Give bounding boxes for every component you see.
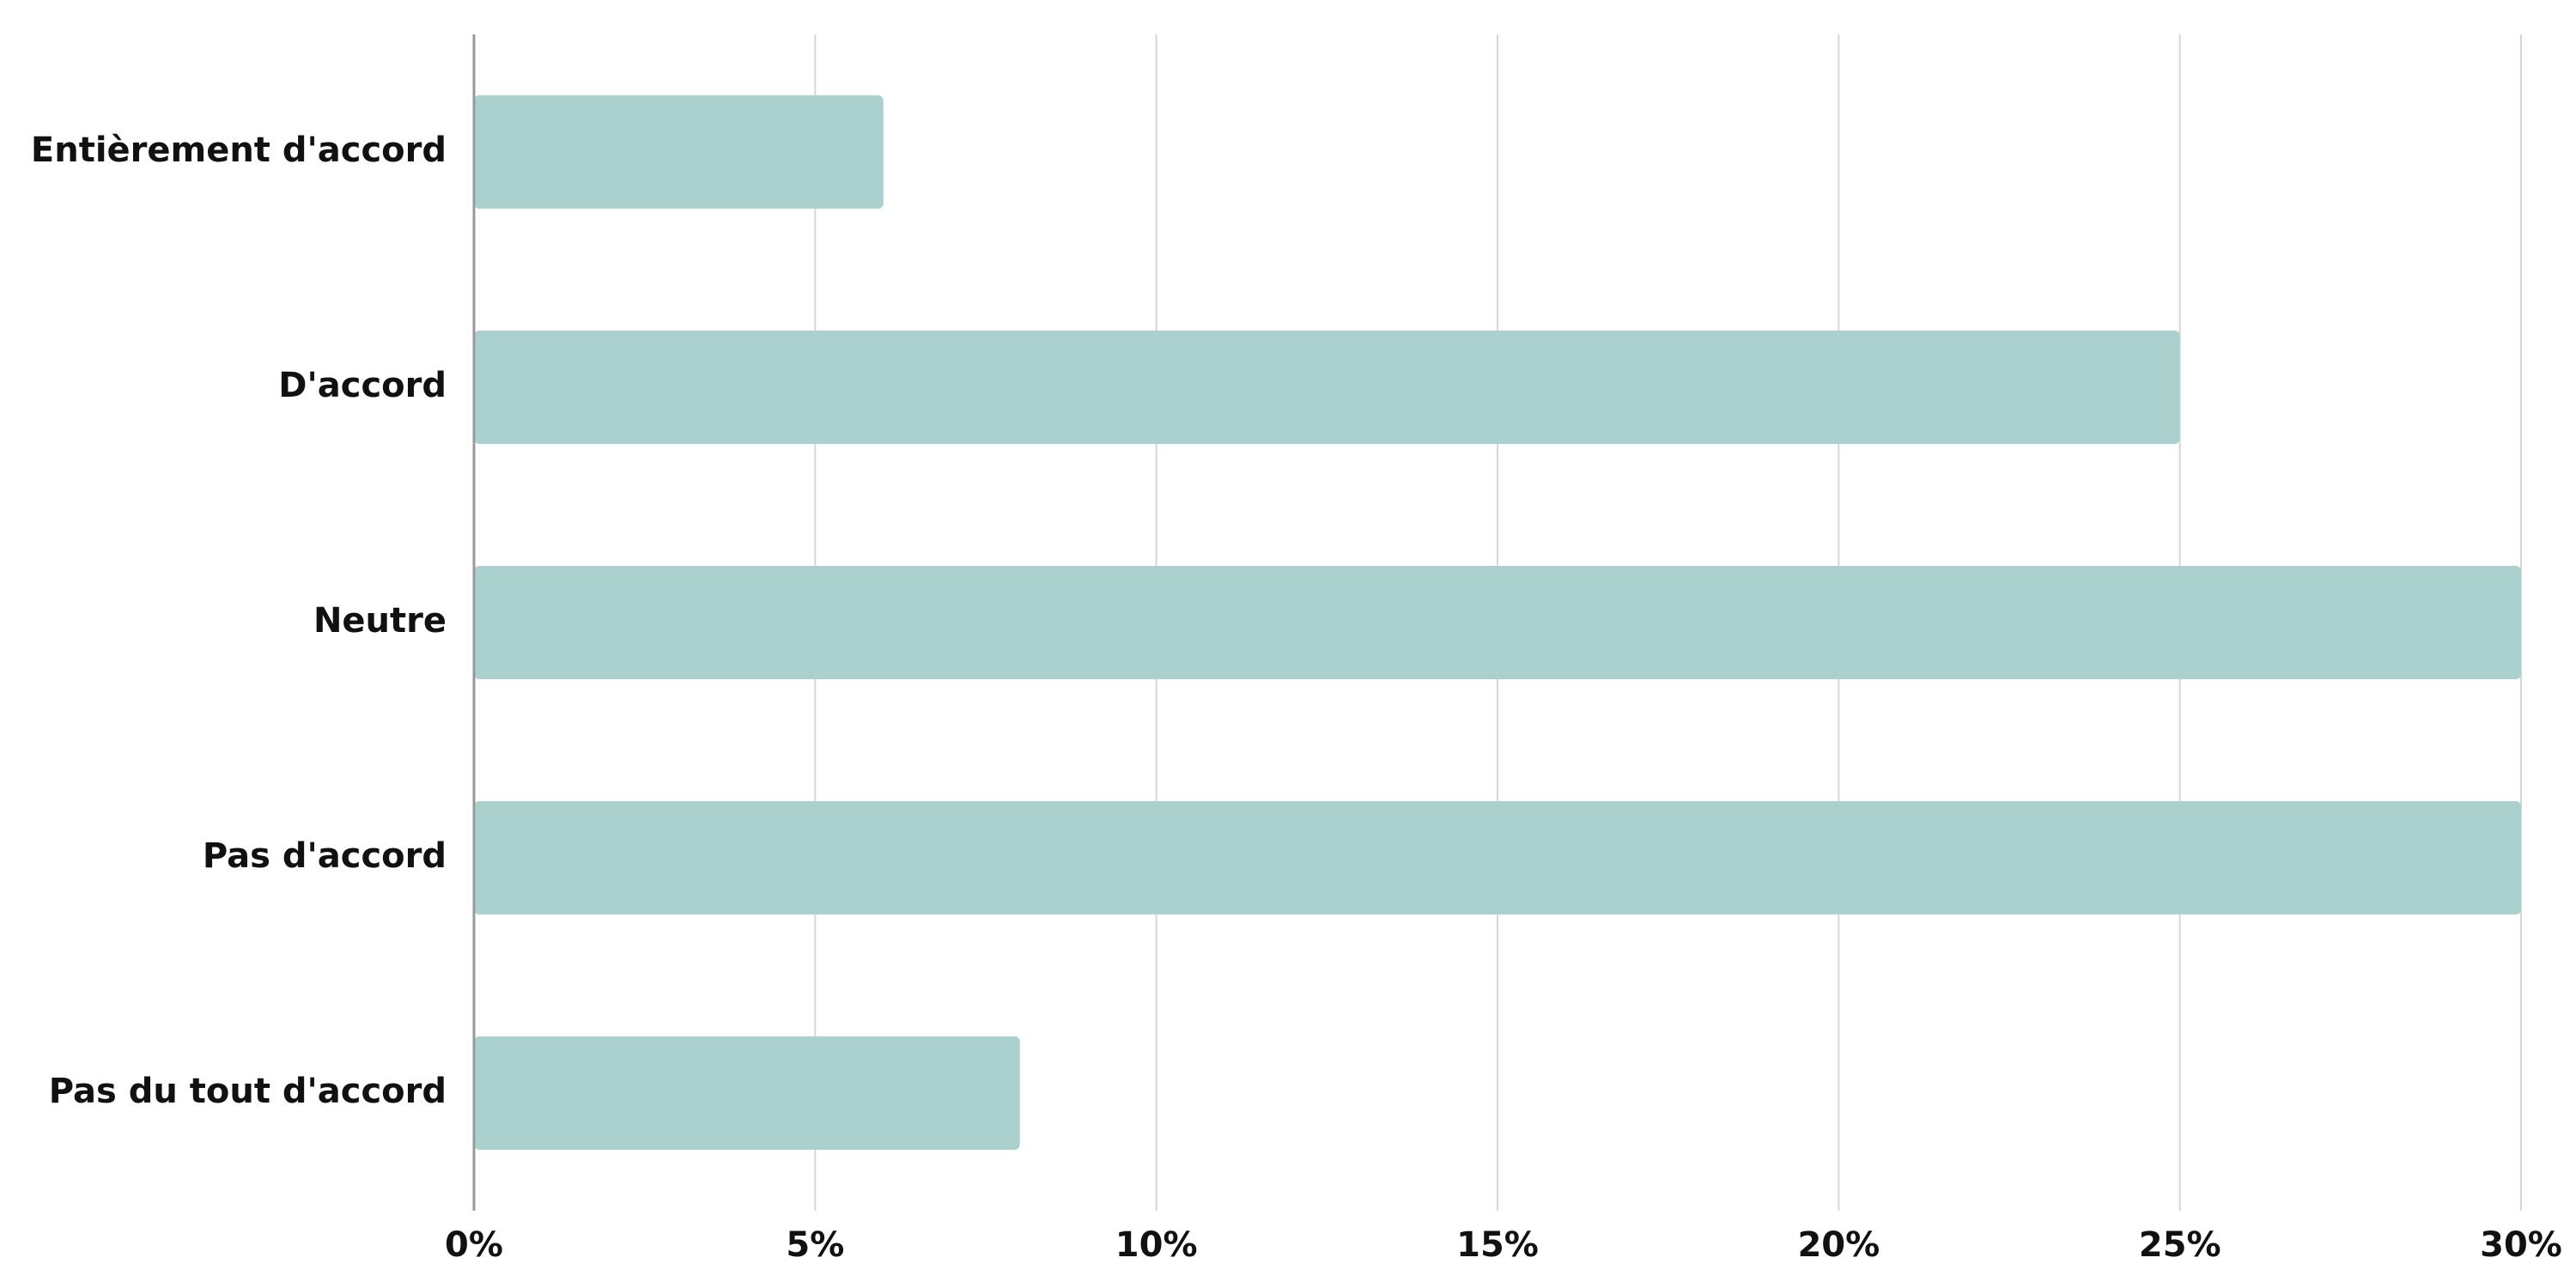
x-tick-labels: 0% 5% 10% 15% 20% 25% 30% [445, 1225, 2562, 1265]
bar [474, 95, 884, 209]
x-tick-label: 0% [445, 1225, 503, 1265]
category-label: Entièrement d'accord [31, 131, 447, 170]
category-label: Pas du tout d'accord [49, 1072, 447, 1111]
x-tick-label: 15% [1456, 1225, 1539, 1265]
category-label: Neutre [313, 601, 447, 641]
x-tick-label: 10% [1115, 1225, 1198, 1265]
x-tick-label: 20% [1797, 1225, 1880, 1265]
category-label: Pas d'accord [203, 836, 447, 876]
bar [474, 566, 2521, 679]
bar [474, 331, 2180, 444]
x-tick-label: 5% [786, 1225, 844, 1265]
bar [474, 801, 2521, 914]
bars [474, 95, 2521, 1150]
x-tick-label: 25% [2139, 1225, 2221, 1265]
category-labels: Entièrement d'accord D'accord Neutre Pas d'… [31, 131, 447, 1111]
x-tick-label: 30% [2480, 1225, 2562, 1265]
bar [474, 1036, 1020, 1150]
category-label: D'accord [278, 366, 447, 405]
